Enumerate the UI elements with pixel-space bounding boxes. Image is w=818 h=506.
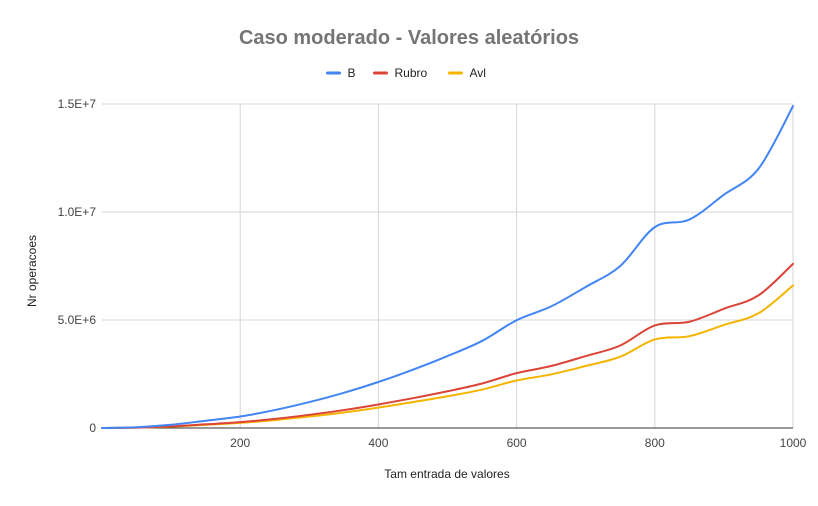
- x-tick-label: 1000: [780, 436, 807, 450]
- legend-label: Rubro: [395, 66, 428, 80]
- legend-item-b: B: [326, 66, 356, 80]
- x-gridlines: [239, 104, 794, 428]
- x-tick-label: 200: [230, 436, 250, 450]
- y-tick-label: 0: [89, 421, 96, 435]
- series-lines: [101, 105, 794, 429]
- y-axis-title: Nr operacoes: [25, 235, 39, 307]
- y-tick-label: 1.0E+7: [58, 205, 97, 219]
- legend-item-rubro: Rubro: [373, 66, 428, 80]
- x-axis-title: Tam entrada de valores: [384, 467, 509, 481]
- y-tick-label: 5.0E+6: [58, 313, 97, 327]
- y-tick-label: 1.5E+7: [58, 97, 97, 111]
- series-line-rubro: [101, 262, 794, 429]
- x-tick-label: 600: [507, 436, 527, 450]
- y-tick-labels: 0 5.0E+6 1.0E+7 1.5E+7: [58, 97, 97, 435]
- legend: B Rubro Avl: [326, 66, 486, 80]
- legend-item-avl: Avl: [448, 66, 486, 80]
- x-tick-label: 400: [368, 436, 388, 450]
- chart-title: Caso moderado - Valores aleatórios: [239, 27, 579, 49]
- y-gridlines: [102, 103, 793, 321]
- series-line-b: [101, 105, 794, 429]
- x-tick-label: 800: [645, 436, 665, 450]
- legend-label: Avl: [470, 66, 486, 80]
- x-tick-labels: 200 400 600 800 1000: [230, 436, 806, 450]
- legend-label: B: [348, 66, 356, 80]
